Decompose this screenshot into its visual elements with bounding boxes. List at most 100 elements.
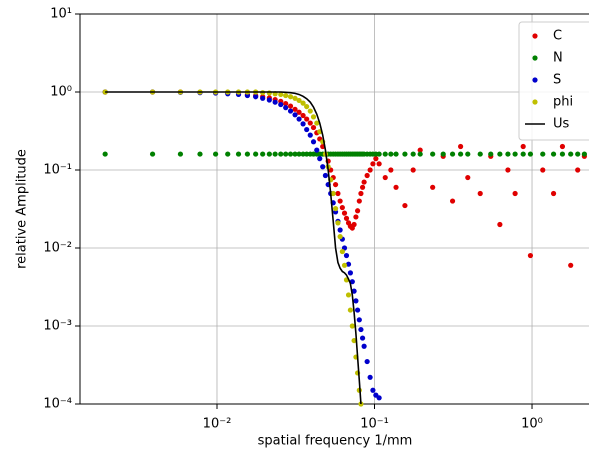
legend-label: Us xyxy=(553,117,570,132)
point xyxy=(353,298,359,304)
point xyxy=(339,204,345,211)
point xyxy=(317,156,323,162)
point xyxy=(568,151,574,157)
point xyxy=(343,252,350,259)
line xyxy=(105,91,362,405)
point xyxy=(339,248,345,255)
point xyxy=(341,262,348,268)
point xyxy=(292,106,298,112)
point xyxy=(559,143,566,150)
point xyxy=(575,151,581,157)
point xyxy=(440,151,446,157)
point xyxy=(272,151,278,157)
point xyxy=(278,101,284,108)
point xyxy=(410,167,416,173)
point xyxy=(505,151,511,157)
point xyxy=(430,184,436,190)
point xyxy=(497,151,503,157)
point xyxy=(358,326,364,333)
point xyxy=(307,132,313,138)
point xyxy=(449,198,456,204)
point xyxy=(559,151,566,157)
point xyxy=(417,151,423,157)
legend-box xyxy=(518,21,589,141)
x-tick-label: 10⁰ xyxy=(521,417,543,432)
point xyxy=(278,91,284,98)
point xyxy=(345,261,352,267)
point xyxy=(266,97,272,103)
point xyxy=(354,208,361,214)
point xyxy=(393,184,399,190)
point xyxy=(457,143,464,150)
point xyxy=(307,108,313,114)
point xyxy=(253,151,259,157)
point xyxy=(347,270,353,276)
point xyxy=(550,190,557,197)
point xyxy=(283,92,289,99)
legend-swatch xyxy=(532,33,538,39)
point xyxy=(287,151,294,157)
point xyxy=(304,116,310,122)
point xyxy=(358,190,364,197)
point xyxy=(527,252,534,259)
x-tick-label: 10⁻¹ xyxy=(360,417,389,432)
point xyxy=(402,151,408,157)
point xyxy=(213,151,219,157)
legend-swatch xyxy=(532,99,538,105)
point xyxy=(283,105,289,111)
point xyxy=(410,151,416,157)
point xyxy=(351,288,357,294)
point xyxy=(300,151,306,157)
point xyxy=(540,167,546,173)
point xyxy=(351,337,357,344)
point xyxy=(347,307,353,313)
point xyxy=(370,387,376,393)
point xyxy=(149,151,156,157)
point xyxy=(382,174,388,181)
point xyxy=(197,151,203,157)
point xyxy=(367,167,373,173)
point xyxy=(300,121,306,127)
point xyxy=(361,343,367,349)
point xyxy=(382,151,388,157)
point xyxy=(349,323,355,329)
point xyxy=(393,151,399,157)
point xyxy=(477,151,483,157)
point xyxy=(266,151,272,157)
point xyxy=(272,99,278,105)
point xyxy=(310,114,317,120)
point xyxy=(177,151,184,157)
point xyxy=(568,262,574,268)
point xyxy=(300,112,306,119)
y-tick-label: 10⁰ xyxy=(50,85,72,100)
x-axis-label: spatial frequency 1/mm xyxy=(258,434,413,449)
point xyxy=(330,190,336,197)
point xyxy=(370,161,376,167)
point xyxy=(417,147,423,153)
point xyxy=(296,151,302,157)
point xyxy=(376,151,382,157)
point xyxy=(304,103,310,110)
point xyxy=(356,198,362,204)
point xyxy=(314,147,320,153)
legend-label: phi xyxy=(553,95,573,110)
point xyxy=(512,151,518,157)
point xyxy=(550,151,557,157)
point xyxy=(310,139,317,145)
point xyxy=(364,172,370,179)
point xyxy=(292,95,298,101)
plot-frame xyxy=(79,13,589,405)
y-tick-label: 10¹ xyxy=(50,7,72,22)
point xyxy=(296,97,302,104)
point xyxy=(520,151,526,157)
point xyxy=(287,103,294,109)
point xyxy=(376,395,382,401)
point xyxy=(364,358,370,365)
point xyxy=(353,214,359,220)
point xyxy=(253,94,259,100)
point xyxy=(376,161,382,167)
legend-swatch xyxy=(532,55,538,61)
point xyxy=(527,151,534,157)
point xyxy=(540,151,546,157)
